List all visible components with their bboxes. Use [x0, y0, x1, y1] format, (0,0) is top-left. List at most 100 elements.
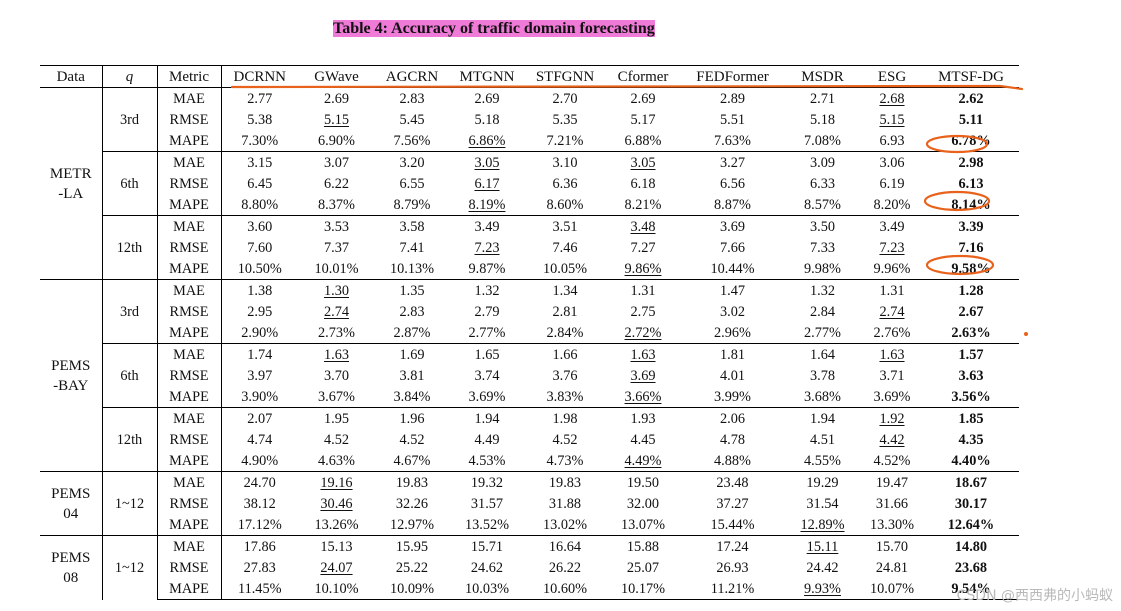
cell-value: 2.96%: [714, 324, 751, 341]
cell-value: 6.86%: [468, 132, 506, 149]
cell-value: 2.77: [247, 90, 273, 107]
value-cell: 2.83: [375, 87, 449, 109]
cell-value: 3.78: [809, 367, 836, 384]
cell-value: 2.77%: [468, 324, 506, 341]
cell-value: 10.01%: [314, 260, 359, 277]
value-cell: 25.22: [375, 557, 449, 578]
dataset-group: PEMS 04 1~12 MAE 24.70 19.16 19.83 19.32 19.83 19…: [40, 471, 1019, 536]
value-cell: 6.33: [784, 173, 861, 194]
cell-value: 8.87%: [714, 196, 751, 213]
value-cell: 3.69%: [449, 386, 525, 408]
dataset-name-line: PEMS: [51, 357, 91, 374]
header-model: Cformer: [617, 68, 669, 85]
value-cell: 15.88: [605, 535, 681, 557]
cell-value: 1.31: [879, 282, 905, 299]
table-row: MAPE 11.45% 10.10% 10.09% 10.03% 10.60% 10.17%…: [40, 578, 1019, 600]
value-cell: 2.67: [923, 301, 1019, 322]
value-cell: 1.32: [449, 279, 525, 301]
metric-name: MAE: [157, 407, 222, 429]
cell-value: 23.68: [954, 559, 988, 576]
cell-value: 5.18: [474, 111, 500, 128]
value-cell: 3.07: [298, 151, 375, 173]
cell-value: 2.69: [474, 90, 500, 107]
value-cell: 8.20%: [861, 194, 923, 216]
cell-value: 2.69: [323, 90, 350, 107]
value-cell: 4.52: [298, 429, 375, 450]
metric-name: RMSE: [157, 173, 222, 194]
cell-value: 31.57: [470, 495, 504, 512]
cell-value: 19.32: [470, 474, 504, 491]
cell-value: 6.55: [399, 175, 425, 192]
cell-value: 2.74: [879, 303, 905, 320]
metric-name: MAPE: [157, 514, 222, 536]
cell-value: 2.83: [399, 90, 425, 107]
cell-value: 4.52: [323, 431, 350, 448]
metric-name: RMSE: [157, 301, 222, 322]
cell-value: 6.18: [630, 175, 656, 192]
cell-value: 5.18: [809, 111, 836, 128]
table-row: PEMS 04 1~12 MAE 24.70 19.16 19.83 19.32 19.83 19…: [40, 471, 1019, 536]
cell-value: 4.55%: [804, 452, 841, 469]
value-cell: 13.26%: [298, 514, 375, 536]
cell-value: 6.45: [247, 175, 273, 192]
cell-value: 2.89: [719, 90, 746, 107]
dataset-group: PEMS -BAY 3rd MAE 1.38 1.30 1.35 1.32 1.34 1.31 1.…: [40, 279, 1019, 472]
table-row: MAPE 17.12% 13.26% 12.97% 13.52% 13.02% 13.07%…: [40, 514, 1019, 536]
value-cell: 2.95: [221, 301, 298, 322]
cell-value: 1.32: [474, 282, 500, 299]
cell-value: 4.35: [958, 431, 984, 448]
value-cell: 17.24: [681, 535, 784, 557]
value-cell: 9.87%: [449, 258, 525, 280]
value-cell: 8.87%: [681, 194, 784, 216]
cell-value: 3.15: [247, 154, 273, 171]
value-cell: 4.42: [861, 429, 923, 450]
value-cell: 8.21%: [605, 194, 681, 216]
cell-value: 8.79%: [393, 196, 431, 213]
value-cell: 26.22: [525, 557, 605, 578]
value-cell: 19.47: [861, 471, 923, 493]
cell-value: 1.85: [958, 410, 984, 427]
cell-value: 3.50: [809, 218, 836, 235]
cell-value: 9.96%: [873, 260, 911, 277]
value-cell: 2.73%: [298, 322, 375, 344]
cell-value: 3.63: [958, 367, 984, 384]
value-cell: 2.70: [525, 87, 605, 109]
metric-name: RMSE: [157, 429, 222, 450]
dataset-name-line: 04: [63, 505, 79, 522]
value-cell: 3.74: [449, 365, 525, 386]
cell-value: 3.84%: [393, 388, 431, 405]
value-cell: 9.54%: [923, 578, 1019, 600]
cell-value: 2.87%: [393, 324, 431, 341]
value-cell: 4.40%: [923, 450, 1019, 472]
value-cell: 10.13%: [375, 258, 449, 280]
value-cell: 9.86%: [605, 258, 681, 280]
header-model: AGCRN: [385, 68, 439, 85]
value-cell: 2.74: [861, 301, 923, 322]
horizon-label: 1~12: [102, 471, 158, 536]
value-cell: 3.02: [681, 301, 784, 322]
cell-value: 5.17: [630, 111, 656, 128]
value-cell: 5.17: [605, 109, 681, 130]
value-cell: 17.12%: [221, 514, 298, 536]
value-cell: 7.30%: [221, 130, 298, 152]
dataset-name-line: PEMS: [51, 549, 91, 566]
cell-value: 30.17: [954, 495, 988, 512]
value-cell: 4.49%: [605, 450, 681, 472]
value-cell: 3.71: [861, 365, 923, 386]
cell-value: 19.83: [548, 474, 582, 491]
cell-value: 2.79: [474, 303, 500, 320]
cell-value: 26.22: [548, 559, 582, 576]
value-cell: 3.09: [784, 151, 861, 173]
cell-value: 17.12%: [237, 516, 282, 533]
cell-value: 24.81: [875, 559, 909, 576]
cell-value: 6.88%: [624, 132, 662, 149]
value-cell: 7.23: [861, 237, 923, 258]
ink-dot: [1024, 332, 1028, 336]
value-cell: 31.88: [525, 493, 605, 514]
value-cell: 1.74: [221, 343, 298, 365]
horizon-label: 6th: [102, 343, 158, 408]
results-table: Data q Metric DCRNN GWave AGCRN MTGNN ST…: [40, 65, 1019, 600]
cell-value: 7.21%: [546, 132, 584, 149]
cell-value: 1.98: [552, 410, 578, 427]
cell-value: 9.98%: [804, 260, 841, 277]
